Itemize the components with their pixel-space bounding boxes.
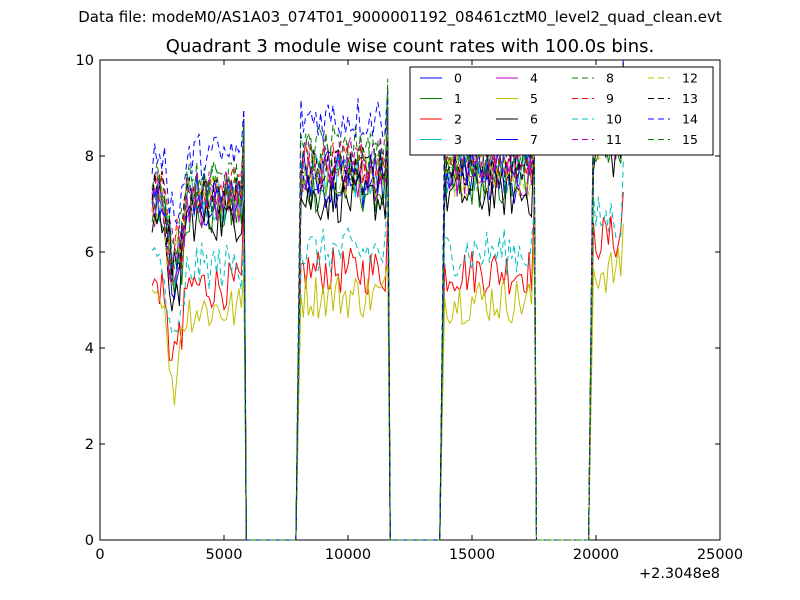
legend-label-11: 11 [606,132,622,147]
legend-label-1: 1 [454,91,462,106]
series-line-11 [151,63,624,541]
x-tick-label-5: 25000 [697,547,743,563]
series-line-5 [151,223,624,541]
series-line-15 [151,78,624,541]
legend-label-14: 14 [682,112,698,127]
legend-label-4: 4 [530,71,538,86]
legend-label-13: 13 [682,91,698,106]
y-tick-label-5: 10 [76,53,94,69]
legend-label-5: 5 [530,91,538,106]
series-line-13 [151,59,624,541]
legend-label-8: 8 [606,71,614,86]
series-line-14 [151,59,624,541]
legend-label-12: 12 [682,71,698,86]
figure-supertitle: Data file: modeM0/AS1A03_074T01_90000011… [78,8,722,26]
legend-label-10: 10 [606,112,622,127]
legend-label-9: 9 [606,91,614,106]
legend-frame [409,66,714,156]
legend-label-2: 2 [454,112,462,127]
x-tick-label-0: 0 [95,547,104,563]
legend-label-3: 3 [454,132,462,147]
legend-label-0: 0 [454,71,462,86]
x-tick-label-3: 15000 [449,547,495,563]
x-axis-offset-label: +2.3048e8 [639,566,720,582]
series-layer [151,59,624,541]
x-tick-label-4: 20000 [573,547,619,563]
legend-label-15: 15 [682,132,698,147]
y-tick-label-4: 8 [85,149,94,165]
x-tick-label-2: 10000 [325,547,371,563]
y-tick-label-1: 2 [85,437,94,453]
series-line-2 [151,191,624,541]
x-tick-label-1: 5000 [206,547,243,563]
chart-title: Quadrant 3 module wise count rates with … [165,36,655,57]
y-tick-label-2: 4 [85,341,94,357]
series-line-0 [151,77,624,541]
legend-label-7: 7 [530,132,538,147]
legend-label-6: 6 [530,112,538,127]
y-tick-label-0: 0 [85,533,94,549]
y-tick-label-3: 6 [85,245,94,261]
